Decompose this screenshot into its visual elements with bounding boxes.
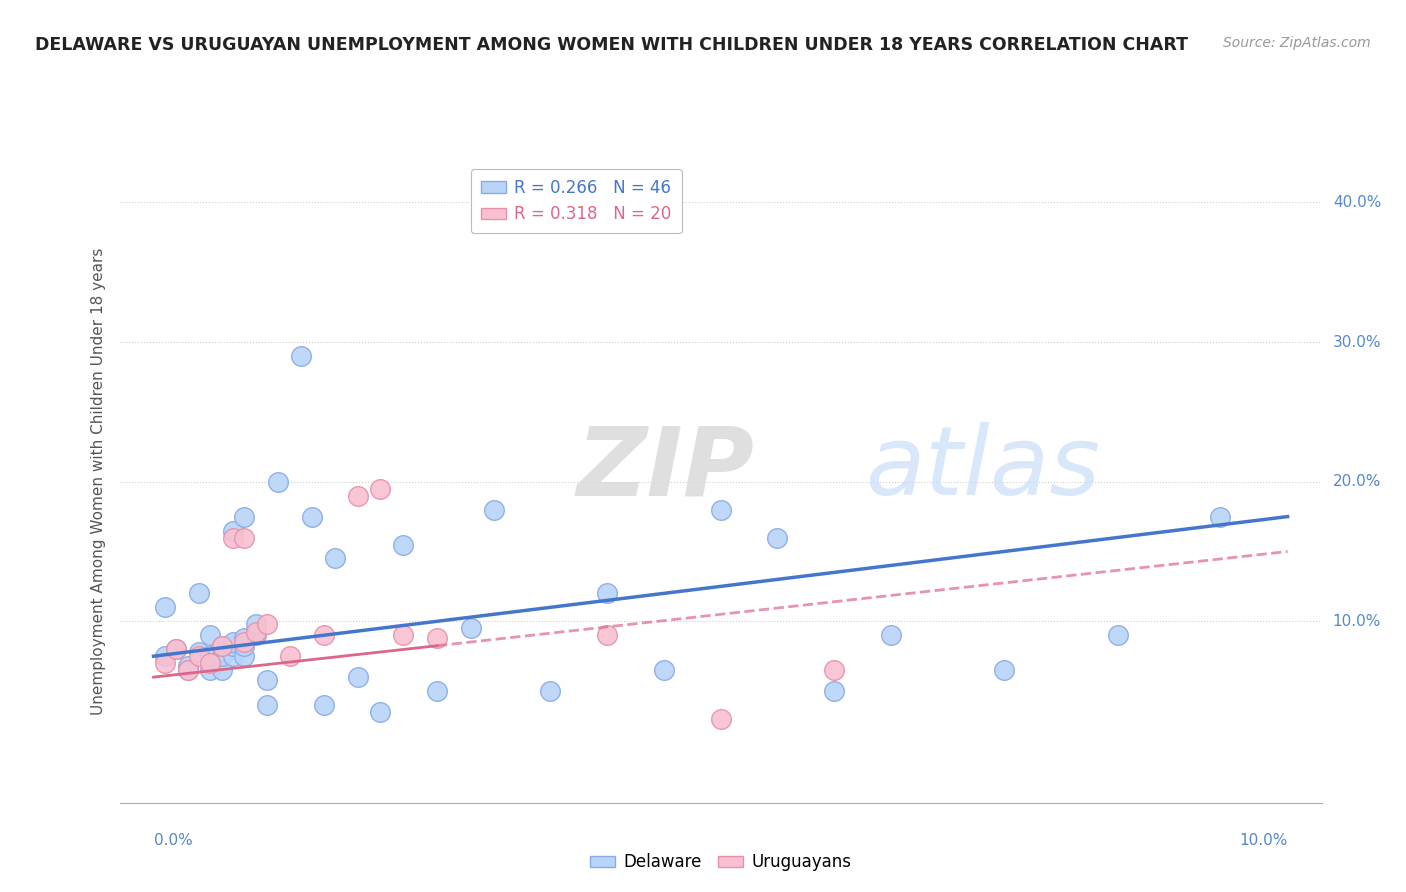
Point (176, 663, 198, 677)
Point (993, 663, 1015, 677)
Text: DELAWARE VS URUGUAYAN UNEMPLOYMENT AMONG WOMEN WITH CHILDREN UNDER 18 YEARS CORR: DELAWARE VS URUGUAYAN UNEMPLOYMENT AMONG… (35, 36, 1188, 54)
Point (370, 705, 392, 719)
Point (879, 628, 901, 642)
Point (290, 349, 312, 363)
Point (709, 712, 731, 726)
Point (153, 600, 176, 615)
Point (176, 659, 198, 673)
Point (187, 649, 209, 664)
Point (233, 509, 256, 524)
Point (153, 649, 176, 664)
Point (346, 489, 368, 503)
Point (211, 640, 233, 654)
Point (267, 475, 290, 489)
Point (482, 502, 505, 516)
Point (222, 640, 245, 654)
Point (709, 502, 731, 516)
Point (823, 663, 845, 677)
Point (245, 617, 267, 632)
Point (245, 628, 267, 642)
Text: 30.0%: 30.0% (1333, 334, 1381, 350)
Point (301, 509, 323, 524)
Point (323, 551, 346, 566)
Point (233, 640, 256, 654)
Point (176, 663, 198, 677)
Point (200, 628, 222, 642)
Point (312, 628, 335, 642)
Point (211, 663, 233, 677)
Point (540, 684, 562, 698)
Text: atlas: atlas (865, 422, 1099, 516)
Text: 10.0%: 10.0% (1239, 833, 1288, 848)
Point (187, 645, 209, 659)
Point (200, 663, 222, 677)
Point (222, 649, 245, 664)
Y-axis label: Unemployment Among Women with Children Under 18 years: Unemployment Among Women with Children U… (90, 248, 105, 715)
Point (153, 656, 176, 670)
Point (652, 663, 675, 677)
Point (346, 670, 368, 684)
Point (187, 586, 209, 600)
Text: ZIP: ZIP (576, 422, 754, 516)
Point (165, 642, 187, 657)
Point (233, 531, 256, 545)
Point (233, 631, 256, 645)
Point (165, 642, 187, 657)
Legend: Delaware, Uruguayans: Delaware, Uruguayans (583, 847, 858, 878)
Point (766, 531, 789, 545)
Point (312, 698, 335, 712)
Text: 10.0%: 10.0% (1333, 614, 1381, 629)
Point (426, 631, 449, 645)
Point (222, 531, 245, 545)
Point (426, 684, 449, 698)
Point (211, 640, 233, 654)
Point (278, 649, 301, 664)
Point (1107, 628, 1129, 642)
Point (370, 482, 392, 496)
Text: 20.0%: 20.0% (1333, 475, 1381, 489)
Text: 0.0%: 0.0% (153, 833, 193, 848)
Point (256, 617, 278, 632)
Point (245, 625, 267, 640)
Point (200, 649, 222, 664)
Point (233, 649, 256, 664)
Point (200, 656, 222, 670)
Point (256, 673, 278, 687)
Point (233, 635, 256, 649)
Point (823, 684, 845, 698)
Point (596, 628, 619, 642)
Point (1208, 509, 1230, 524)
Point (392, 628, 415, 642)
Point (211, 649, 233, 664)
Text: 40.0%: 40.0% (1333, 195, 1381, 210)
Point (256, 698, 278, 712)
Point (222, 524, 245, 538)
Point (596, 586, 619, 600)
Point (392, 537, 415, 551)
Text: Source: ZipAtlas.com: Source: ZipAtlas.com (1223, 36, 1371, 50)
Point (222, 635, 245, 649)
Point (460, 621, 482, 635)
